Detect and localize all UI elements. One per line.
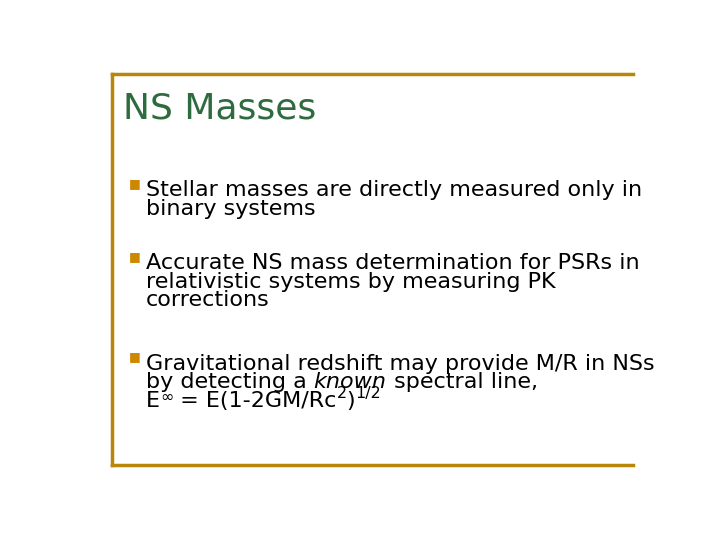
Text: ■: ■	[129, 350, 140, 363]
Text: E: E	[145, 390, 160, 410]
Text: ■: ■	[129, 251, 140, 264]
Text: Stellar masses are directly measured only in: Stellar masses are directly measured onl…	[145, 180, 642, 200]
Text: NS Masses: NS Masses	[122, 92, 316, 126]
Text: 2: 2	[336, 386, 346, 401]
Text: spectral line,: spectral line,	[387, 372, 538, 392]
Text: 1/2: 1/2	[355, 386, 381, 401]
Text: ■: ■	[129, 177, 140, 190]
Text: relativistic systems by measuring PK: relativistic systems by measuring PK	[145, 272, 555, 292]
Text: ∞: ∞	[160, 390, 174, 405]
Text: binary systems: binary systems	[145, 199, 315, 219]
Text: corrections: corrections	[145, 291, 269, 310]
Text: by detecting a: by detecting a	[145, 372, 314, 392]
Text: = E(1-2GM/Rc: = E(1-2GM/Rc	[174, 390, 336, 410]
Text: Gravitational redshift may provide M/R in NSs: Gravitational redshift may provide M/R i…	[145, 354, 654, 374]
Text: ): )	[346, 390, 355, 410]
Text: known: known	[314, 372, 387, 392]
Text: Accurate NS mass determination for PSRs in: Accurate NS mass determination for PSRs …	[145, 253, 639, 273]
